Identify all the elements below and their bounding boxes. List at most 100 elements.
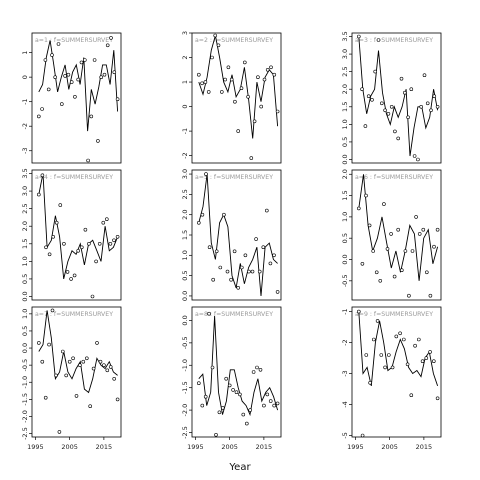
data-point [399,268,404,273]
data-point [43,395,48,400]
data-point [108,365,113,369]
data-point [226,65,231,70]
data-point [236,285,240,290]
data-point [268,261,273,266]
data-point [229,77,234,82]
y-tick-label: 1.0 [341,212,349,222]
series-line [38,310,118,394]
x-tick-label: 2005 [381,443,398,451]
data-point [57,430,62,434]
data-point [246,95,250,99]
y-tick-label: -2.5 [21,427,29,440]
data-point [225,269,230,274]
data-point [382,202,386,206]
x-tick-label: 2015 [416,443,433,451]
data-point [416,157,420,162]
data-point [238,392,242,397]
data-point [421,227,426,232]
y-tick-label: -5 [341,432,349,438]
data-point [379,101,384,106]
y-tick-label: -1.0 [21,376,29,389]
panel-a4: a=4 : f=SUMMERSURVEY 0.0 0.5 1.0 1.5 2.0 2.5 3.… [21,168,122,302]
data-point [272,253,276,258]
data-point [429,108,433,113]
data-point [76,249,80,253]
panel-frame [351,306,442,438]
data-point [363,124,368,128]
y-tick-label: 2.5 [21,203,29,213]
data-point [409,87,414,91]
y-tick-label: 0.5 [181,270,189,280]
data-point [368,380,372,385]
data-point [425,101,430,106]
data-point [76,77,80,82]
y-tick-label: 1.5 [341,102,349,112]
y-tick-label: -1.5 [181,381,189,394]
panel-a1: a=1 : f=SUMMERSURVEY -3 -2 -1 0 1 [21,32,122,164]
data-point [69,277,73,281]
series-line [358,174,439,281]
data-point [360,87,364,91]
data-point [373,69,378,74]
data-point [265,68,270,72]
data-point [78,363,82,368]
data-point [227,383,232,388]
y-tick-label: -2 [21,123,29,129]
data-point [108,242,113,246]
data-point [234,390,239,395]
y-tick-label: -1 [21,98,29,104]
data-point [88,404,92,409]
data-point [422,73,427,77]
data-point [63,74,67,78]
panel-strip-label: a=3 : f=SUMMERSURVEY [355,37,433,44]
panel-strip-label: a=2 : f=SUMMERSURVEY [195,37,273,44]
x-tick-label: 1995 [187,443,204,451]
data-point [65,270,70,274]
data-point [424,270,429,275]
data-point [431,359,436,364]
data-point [112,376,116,381]
x-tick-label: 1995 [27,443,44,451]
y-tick-label: -2 [181,152,189,158]
y-tick-label: 2.0 [341,84,349,94]
y-tick-label: 0.5 [341,233,349,243]
data-point [435,105,440,109]
panel-a3: a=3 : f=SUMMERSURVEY 0.0 0.5 1.0 1.5 2.0 2.5 3.… [341,31,442,165]
data-point [412,154,417,158]
data-point [83,227,88,232]
data-point [374,270,379,275]
y-tick-label: 0.0 [21,343,29,353]
data-point [250,269,255,274]
data-point [112,70,117,74]
data-point [197,381,201,386]
data-point [36,114,41,119]
data-point [239,86,244,90]
y-tick-label: 2.0 [181,210,189,220]
data-point [390,365,395,370]
data-point [40,173,45,178]
data-point [392,274,397,279]
panel-a5: a=5 : f=SUMMERSURVEY 0.0 0.5 1.0 1.5 2.0 2.5 3.… [181,169,282,301]
data-point [407,293,411,298]
y-tick-label: 1.5 [341,190,349,200]
data-point [375,319,380,323]
data-point [43,58,48,62]
data-point [371,337,376,342]
data-point [71,356,75,361]
data-point [236,129,240,133]
data-point [200,81,204,86]
y-tick-label: 0 [21,75,29,79]
data-point [200,403,205,408]
data-point [102,363,106,368]
panel-strip-label: a=6 : f=SUMMERSURVEY [355,174,433,181]
data-point [98,359,103,364]
data-point [216,43,221,48]
y-tick-label: -0.5 [341,274,349,287]
panel-strip-label: a=7 : f=SUMMERSURVEY [35,311,113,318]
y-tick-label: -2.0 [181,404,189,417]
data-point [92,58,97,62]
data-point [217,410,222,415]
data-point [36,192,41,197]
y-tick-label: -3 [341,370,349,376]
panel-strip-label: a=4 : f=SUMMERSURVEY [35,174,113,181]
